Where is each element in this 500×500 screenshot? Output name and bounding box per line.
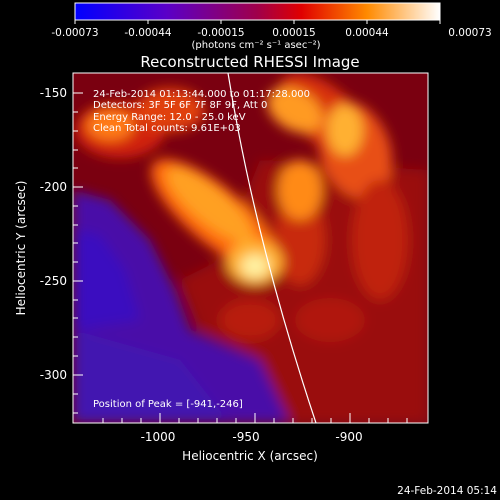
annotation-clean-counts: Clean Total counts: 9.61E+03 [93,123,241,134]
colorbar-tick-label: -0.00015 [197,27,244,39]
colorbar-tick-label: 0.00015 [272,27,315,39]
annotation-time-range: 24-Feb-2014 01:13:44.000 to 01:17:28.000 [93,89,310,100]
y-tick-label: -300 [40,368,67,382]
footer-timestamp: 24-Feb-2014 05:14 [397,485,497,497]
x-tick-label: -1000 [141,430,176,444]
y-tick-label: -250 [40,274,67,288]
peak-position-label: Position of Peak = [-941,-246] [93,399,243,410]
y-tick-label: -200 [40,180,67,194]
x-axis-label: Heliocentric X (arcsec) [182,449,318,463]
annotation-energy-range: Energy Range: 12.0 - 25.0 keV [93,112,246,123]
plot-title: Reconstructed RHESSI Image [140,53,359,71]
solar-limb-line [227,73,317,423]
colorbar-tick-marks [74,20,441,24]
annotation-detectors: Detectors: 3F 5F 6F 7F 8F 9F, Att 0 [93,100,267,111]
x-tick-label: -950 [232,430,259,444]
axis-ticks [73,92,408,423]
colorbar [74,2,441,21]
colorbar-tick-label: -0.00073 [51,27,98,39]
colorbar-tick-label: -0.00044 [124,27,172,39]
rhessi-image [73,73,428,423]
plot-frame [72,72,429,424]
colorbar-units-label: (photons cm⁻² s⁻¹ asec⁻²) [191,40,320,51]
y-tick-label: -150 [40,86,67,100]
x-tick-label: -900 [335,430,362,444]
colorbar-tick-label: 0.00073 [448,27,491,39]
y-axis-label: Heliocentric Y (arcsec) [14,181,28,316]
colorbar-tick-label: 0.00044 [345,27,389,39]
